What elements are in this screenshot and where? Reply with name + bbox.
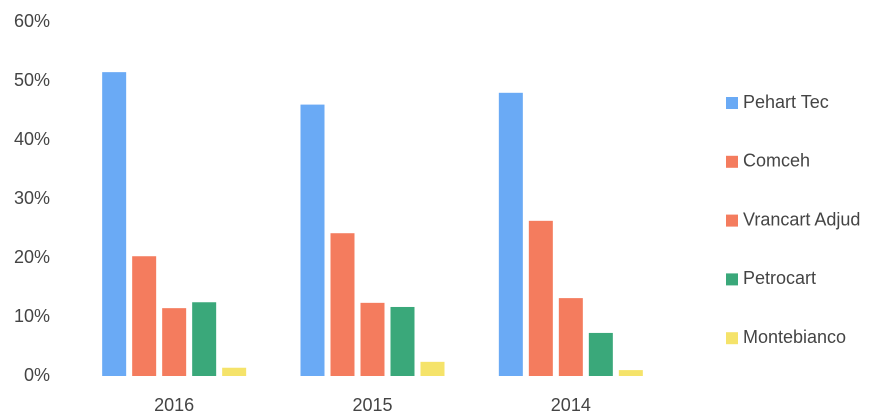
bar — [222, 367, 247, 376]
bar — [618, 370, 643, 376]
y-tick-label: 30% — [14, 188, 50, 208]
bar — [360, 302, 385, 376]
y-tick-label: 60% — [14, 11, 50, 31]
bar — [588, 332, 613, 376]
legend-label: Comceh — [743, 151, 810, 171]
y-tick-label: 40% — [14, 129, 50, 149]
y-tick-label: 10% — [14, 306, 50, 326]
y-tick-label: 0% — [24, 365, 50, 385]
legend-swatch — [726, 155, 738, 168]
legend-swatch — [726, 214, 738, 227]
bar — [420, 361, 445, 376]
x-tick-label: 2016 — [154, 395, 194, 415]
bar — [528, 220, 553, 376]
bar — [390, 306, 415, 376]
legend-label: Pehart Tec — [743, 92, 829, 112]
bar — [300, 104, 325, 376]
bar — [558, 298, 583, 376]
bar — [162, 308, 187, 376]
legend-label: Montebianco — [743, 327, 846, 347]
y-tick-label: 50% — [14, 70, 50, 90]
legend-label: Vrancart Adjud — [743, 209, 860, 229]
legend-label: Petrocart — [743, 268, 816, 288]
legend-swatch — [726, 273, 738, 286]
x-tick-label: 2014 — [551, 395, 591, 415]
bar — [192, 302, 217, 376]
x-tick-label: 2015 — [352, 395, 392, 415]
legend-swatch — [726, 332, 738, 345]
y-tick-label: 20% — [14, 247, 50, 267]
legend-swatch — [726, 97, 738, 109]
bar — [498, 92, 523, 377]
bar — [330, 233, 355, 376]
bar — [132, 256, 157, 376]
bar — [102, 72, 127, 377]
